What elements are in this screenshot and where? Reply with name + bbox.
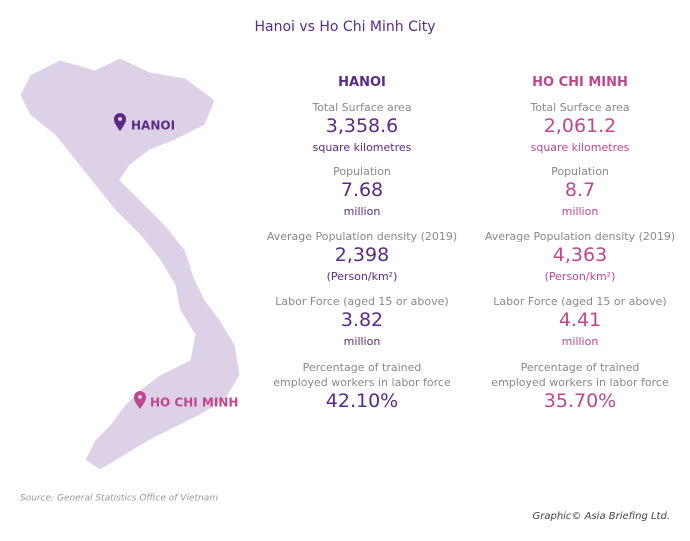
stat-label: Population (551, 165, 609, 178)
stat-unit: square kilometres (312, 141, 412, 154)
column-heading: HO CHI MINH (532, 75, 628, 90)
stat-value: 8.7 (564, 179, 596, 201)
stat-value: 7.68 (340, 179, 384, 201)
map-label: HANOI (131, 119, 175, 133)
stat-label: Total Surface area (530, 101, 630, 114)
stat-value: 2,061.2 (543, 115, 617, 137)
column-heading: HANOI (338, 75, 386, 90)
credit: Graphic© Asia Briefing Ltd. (532, 511, 670, 522)
vietnam-map (19, 57, 241, 471)
stat-label: Population (333, 165, 391, 178)
stat-unit: (Person/km²) (326, 270, 398, 283)
stat-label: Average Population density (2019) (484, 230, 676, 243)
stat-unit: (Person/km²) (544, 270, 616, 283)
source: Source: General Statistics Office of Vie… (20, 494, 218, 504)
stat-unit: million (561, 205, 599, 218)
stat-value: 3,358.6 (325, 115, 399, 137)
stat-value: 4.41 (558, 309, 602, 331)
stat-value: 2,398 (334, 244, 390, 266)
stat-value: 35.70% (543, 390, 617, 412)
stat-value: 3.82 (340, 309, 384, 331)
stat-label: Average Population density (2019) (266, 230, 458, 243)
stat-unit: square kilometres (530, 141, 630, 154)
stat-value: 4,363 (552, 244, 608, 266)
stat-label: Labor Force (aged 15 or above) (275, 295, 449, 308)
hanoi-pin (114, 113, 126, 131)
title: Hanoi vs Ho Chi Minh City (254, 19, 435, 35)
stat-label: Percentage of trained (302, 361, 422, 374)
stat-label: Labor Force (aged 15 or above) (493, 295, 667, 308)
stat-unit: million (343, 205, 381, 218)
stat-unit: million (561, 335, 599, 348)
stat-label: Percentage of trained (520, 361, 640, 374)
hcm-pin (134, 391, 146, 409)
stat-label: employed workers in labor force (273, 376, 451, 389)
stat-label: Total Surface area (312, 101, 412, 114)
stat-value: 42.10% (325, 390, 399, 412)
stat-label: employed workers in labor force (491, 376, 669, 389)
map-label: HO CHI MINH (150, 396, 238, 410)
stat-unit: million (343, 335, 381, 348)
